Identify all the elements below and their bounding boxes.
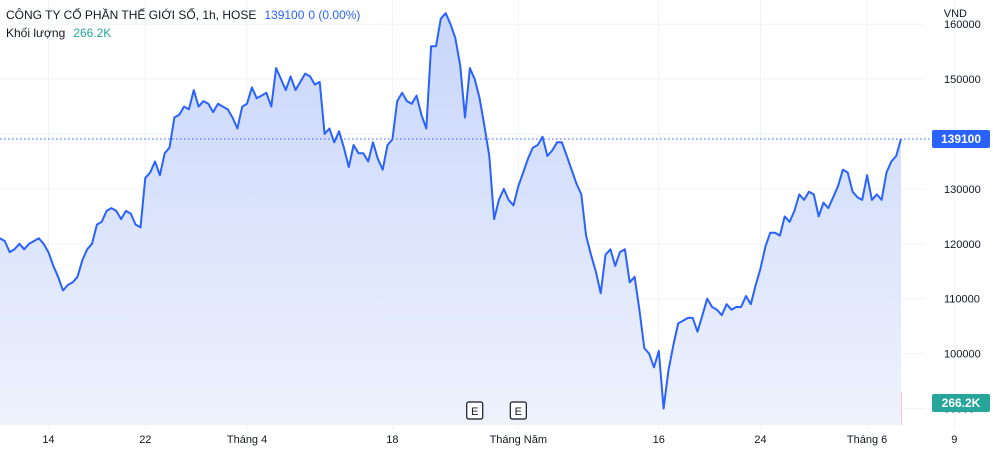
x-tick-label: Tháng 6	[847, 434, 887, 446]
legend-symbol-row: CÔNG TY CỔ PHẦN THẾ GIỚI SỐ, 1h, HOSE 13…	[6, 6, 360, 24]
volume-label[interactable]: Khối lượng	[6, 26, 66, 40]
y-tick-label: 100000	[944, 349, 981, 361]
x-tick-label: Tháng Năm	[490, 434, 547, 446]
x-tick-label: Tháng 4	[227, 434, 267, 446]
y-tick-label: 150000	[944, 74, 981, 86]
x-tick-label: 18	[386, 434, 398, 446]
last-volume-tag-bg	[932, 394, 990, 412]
currency-label: VND	[943, 8, 967, 20]
y-tick-label: 160000	[944, 19, 981, 31]
event-label: E	[471, 406, 478, 418]
y-tick-label: 130000	[944, 184, 981, 196]
event-label: E	[515, 406, 522, 418]
volume-value: 266.2K	[73, 26, 112, 40]
chart-legend: CÔNG TY CỔ PHẦN THẾ GIỚI SỐ, 1h, HOSE 13…	[6, 6, 360, 42]
event-box	[509, 401, 527, 420]
x-tick-label: 24	[754, 434, 766, 446]
event-box	[466, 401, 484, 420]
x-tick-label: 22	[139, 434, 151, 446]
x-tick-label: 14	[42, 434, 54, 446]
earnings-event-marker[interactable]: E	[509, 401, 527, 420]
legend-change: 0 (0.00%)	[308, 8, 361, 22]
earnings-event-marker[interactable]: E	[466, 401, 484, 420]
last-volume-tag-text: 266.2K	[942, 396, 981, 410]
last-volume-tag: 266.2K	[932, 394, 990, 412]
x-tick-label: 9	[951, 434, 957, 446]
x-tick-label: 16	[653, 434, 665, 446]
axis-tags: 139100 266.2K	[932, 129, 990, 412]
legend-volume-row: Khối lượng 266.2K	[6, 24, 360, 42]
y-tick-label: 120000	[944, 239, 981, 251]
time-axis[interactable]: 14 22 Tháng 4 18 Tháng Năm 16 24 Tháng 6 9	[42, 434, 957, 446]
legend-price: 139100	[264, 8, 305, 22]
last-price-tag-text: 139100	[941, 132, 981, 146]
symbol-title[interactable]: CÔNG TY CỔ PHẦN THẾ GIỚI SỐ, 1h, HOSE	[6, 8, 257, 22]
price-area-fill	[0, 13, 901, 425]
y-tick-label: 110000	[944, 294, 980, 306]
last-price-tag-bg	[932, 129, 990, 148]
last-price-tag: 139100	[932, 129, 990, 148]
price-axis[interactable]: 9000010000011000012000013000014000015000…	[944, 19, 981, 415]
price-line	[0, 12, 902, 410]
